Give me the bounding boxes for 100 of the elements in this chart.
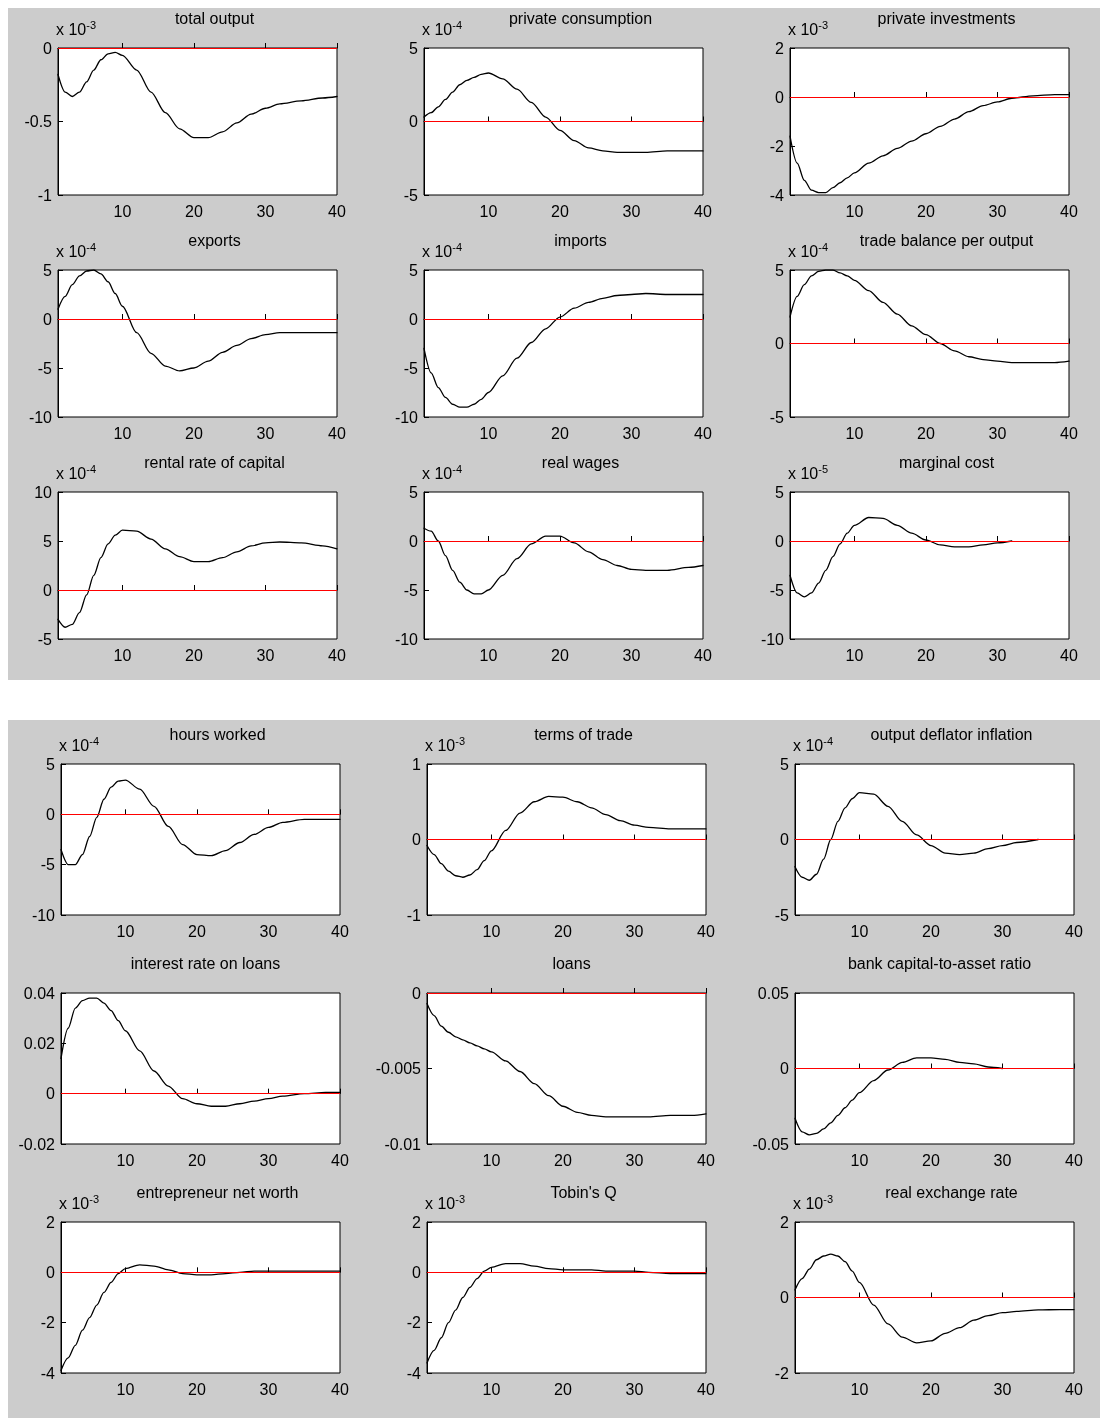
y-tick-label: 0.05 bbox=[757, 984, 790, 1002]
y-tick-label: 0 bbox=[46, 805, 56, 823]
chart-title: total output bbox=[174, 9, 255, 27]
y-tick-label: 2 bbox=[46, 1213, 56, 1231]
y-tick-label: 5 bbox=[409, 483, 419, 501]
y-tick-label: 5 bbox=[780, 755, 790, 773]
x-tick-label: 40 bbox=[331, 922, 349, 940]
y-tick-label: 0 bbox=[775, 532, 785, 550]
y-tick-label: 0.02 bbox=[23, 1034, 56, 1052]
x-tick-label: 40 bbox=[694, 424, 712, 442]
y-tick-label: -4 bbox=[769, 186, 785, 204]
y-tick-label: 0 bbox=[412, 984, 422, 1002]
x-tick-label: 30 bbox=[625, 1380, 644, 1398]
y-tick-label: 0 bbox=[412, 1263, 422, 1281]
chart-title: hours worked bbox=[169, 725, 266, 743]
y-tick-label: -2 bbox=[40, 1314, 56, 1332]
chart-title: terms of trade bbox=[534, 725, 633, 743]
y-tick-label: 2 bbox=[775, 39, 785, 57]
x-tick-label: 20 bbox=[188, 1151, 206, 1169]
y-tick-label: -0.5 bbox=[24, 113, 53, 130]
x-tick-label: 30 bbox=[993, 1380, 1012, 1398]
chart-title: exports bbox=[188, 231, 241, 249]
text: x 10$^{-4}$ bbox=[422, 463, 463, 484]
x-tick-label: 40 bbox=[1060, 202, 1078, 220]
x-tick-label: 20 bbox=[185, 646, 203, 664]
y-tick-label: -1 bbox=[406, 906, 422, 924]
y-tick-label: 1 bbox=[412, 755, 422, 773]
x-tick-label: 40 bbox=[328, 646, 346, 664]
x-tick-label: 30 bbox=[988, 646, 1007, 664]
text: x 10$^{-4}$ bbox=[422, 19, 463, 40]
x-tick-label: 10 bbox=[479, 424, 498, 442]
y-tick-label: -2 bbox=[769, 137, 785, 155]
x-tick-label: 20 bbox=[917, 646, 935, 664]
x-tick-label: 40 bbox=[697, 922, 715, 940]
y-tick-label: -5 bbox=[37, 359, 53, 377]
x-tick-label: 20 bbox=[551, 424, 569, 442]
x-tick-label: 40 bbox=[1065, 922, 1083, 940]
x-tick-label: 10 bbox=[850, 922, 869, 940]
text: x 10$^{-3}$ bbox=[793, 1193, 834, 1214]
y-tick-label: 0 bbox=[780, 1289, 790, 1306]
y-tick-label: -5 bbox=[37, 630, 53, 648]
chart-title: entrepreneur net worth bbox=[136, 1183, 299, 1201]
text: x 10$^{-3}$ bbox=[59, 1193, 100, 1214]
x-tick-label: 40 bbox=[331, 1380, 349, 1398]
y-tick-label: 0 bbox=[780, 1060, 790, 1077]
x-tick-label: 10 bbox=[479, 202, 498, 220]
x-tick-label: 10 bbox=[850, 1151, 869, 1169]
y-tick-label: -0.02 bbox=[18, 1135, 56, 1153]
x-tick-label: 30 bbox=[622, 424, 641, 442]
x-tick-label: 20 bbox=[188, 922, 206, 940]
x-tick-label: 10 bbox=[113, 646, 132, 664]
y-tick-label: 0 bbox=[46, 1085, 56, 1103]
y-tick-label: -1 bbox=[37, 186, 53, 204]
x-tick-label: 40 bbox=[328, 424, 346, 442]
chart-title: loans bbox=[552, 954, 591, 972]
x-tick-label: 20 bbox=[554, 922, 572, 940]
chart-title: real wages bbox=[541, 453, 620, 471]
y-tick-label: 0 bbox=[412, 831, 422, 848]
y-tick-label: -10 bbox=[31, 906, 56, 924]
x-tick-label: 40 bbox=[1060, 646, 1078, 664]
x-tick-label: 30 bbox=[625, 922, 644, 940]
x-tick-label: 30 bbox=[256, 646, 275, 664]
y-tick-label: 2 bbox=[412, 1213, 422, 1231]
y-tick-label: -0.05 bbox=[752, 1135, 790, 1153]
y-tick-label: -2 bbox=[406, 1314, 422, 1332]
y-tick-label: 5 bbox=[46, 755, 56, 773]
x-tick-label: 20 bbox=[917, 202, 935, 220]
x-tick-label: 10 bbox=[479, 646, 498, 664]
x-tick-label: 20 bbox=[188, 1380, 206, 1398]
x-tick-label: 30 bbox=[256, 202, 275, 220]
x-tick-label: 30 bbox=[993, 922, 1012, 940]
x-tick-label: 30 bbox=[622, 646, 641, 664]
x-tick-label: 40 bbox=[697, 1380, 715, 1398]
text: x 10$^{-4}$ bbox=[788, 241, 829, 262]
chart-title: real exchange rate bbox=[885, 1183, 1018, 1201]
chart-title: rental rate of capital bbox=[144, 453, 285, 471]
x-tick-label: 10 bbox=[482, 1151, 501, 1169]
y-tick-label: -5 bbox=[403, 186, 419, 204]
y-tick-label: -10 bbox=[28, 408, 53, 426]
x-tick-label: 10 bbox=[845, 202, 864, 220]
y-tick-label: 0.04 bbox=[23, 984, 56, 1002]
x-tick-label: 30 bbox=[622, 202, 641, 220]
x-tick-label: 10 bbox=[116, 1151, 135, 1169]
chart-title: private investments bbox=[877, 9, 1016, 27]
y-tick-label: -5 bbox=[403, 359, 419, 377]
y-tick-label: 0 bbox=[775, 88, 785, 106]
y-tick-label: -2 bbox=[774, 1364, 790, 1382]
text: x 10$^{-4}$ bbox=[59, 735, 100, 756]
chart-title: private consumption bbox=[508, 9, 653, 27]
chart-title: output deflator inflation bbox=[870, 725, 1033, 743]
text: x 10$^{-4}$ bbox=[56, 241, 97, 262]
x-tick-label: 40 bbox=[328, 202, 346, 220]
chart-title: Tobin's Q bbox=[550, 1183, 617, 1201]
y-tick-label: -10 bbox=[760, 630, 785, 648]
y-tick-label: 0 bbox=[43, 310, 53, 328]
y-tick-label: 0 bbox=[780, 831, 790, 848]
x-tick-label: 20 bbox=[185, 424, 203, 442]
y-tick-label: -5 bbox=[40, 856, 56, 874]
x-tick-label: 30 bbox=[259, 922, 278, 940]
x-tick-label: 20 bbox=[185, 202, 203, 220]
